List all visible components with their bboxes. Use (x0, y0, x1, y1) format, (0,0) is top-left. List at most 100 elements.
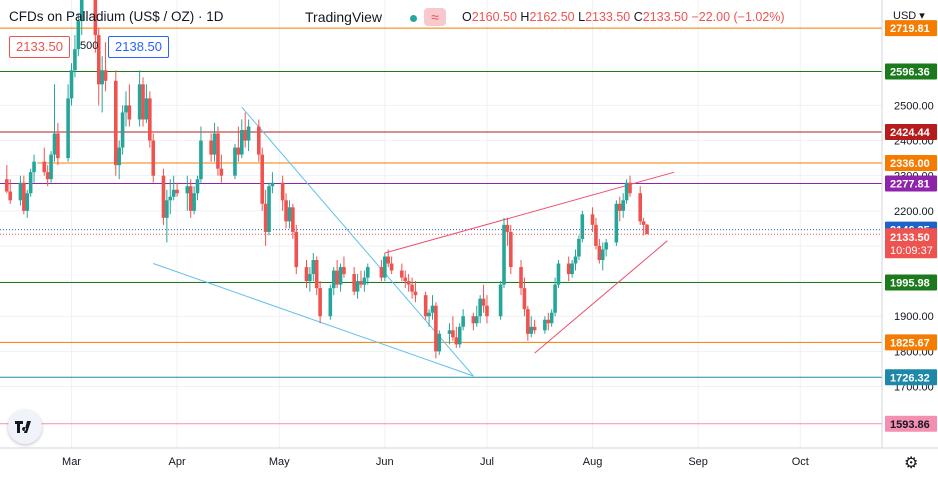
candle-body (457, 326, 462, 345)
candle-body (342, 267, 346, 275)
candle-body (260, 154, 265, 204)
candle-body (423, 295, 428, 317)
candles (5, 0, 649, 359)
buy-price-button[interactable]: 2138.50 (108, 36, 169, 58)
x-tick-label: Sep (688, 456, 708, 468)
candle-body (287, 207, 292, 222)
currency-selector[interactable]: USD ▾ (893, 10, 925, 22)
candle-body (56, 133, 60, 159)
candle-body (328, 288, 333, 317)
candle-body (239, 130, 244, 155)
candle-body (52, 133, 57, 155)
candle-body (379, 267, 384, 278)
candle-body (124, 105, 128, 113)
market-status-dot[interactable] (410, 15, 417, 22)
candle-body (331, 270, 336, 289)
level-label-bg (885, 175, 937, 192)
candle-body (532, 326, 537, 331)
candle-body (434, 305, 438, 352)
candle-body (243, 130, 247, 141)
candle-body (604, 242, 608, 250)
candle-body (383, 256, 387, 278)
candle-body (161, 175, 166, 218)
tradingview-logo-icon[interactable] (8, 410, 42, 444)
level-label: 2277.81 (890, 178, 930, 190)
candle-body (600, 249, 605, 261)
level-label-bg (885, 334, 937, 351)
candle-body (171, 189, 176, 197)
candle-body (137, 84, 142, 120)
x-tick-label: Mar (62, 456, 81, 468)
candle-body (280, 182, 285, 201)
candle-body (93, 0, 98, 36)
candle-body (185, 186, 190, 194)
candle-body (403, 277, 408, 282)
candle-body (526, 309, 530, 334)
candle-body (199, 140, 203, 180)
candle-body (553, 284, 557, 313)
candle-body (597, 245, 602, 261)
candle-body (352, 274, 356, 292)
last-price-label: 2133.50 (890, 232, 930, 244)
candle-body (76, 21, 81, 50)
candle-body (5, 179, 9, 192)
level-label: 1995.98 (890, 278, 930, 290)
candle-body (304, 267, 309, 282)
candle-body (195, 179, 200, 194)
x-tick-label: Aug (583, 456, 603, 468)
level-label-bg (885, 20, 937, 37)
candle-body (8, 191, 13, 201)
candle-body (117, 147, 121, 166)
candle-body (318, 288, 322, 317)
candle-body (79, 0, 84, 22)
candle-body (18, 182, 23, 201)
candle-body (577, 238, 581, 257)
candle-body (113, 80, 118, 166)
candle-body (549, 312, 554, 324)
candle-body (165, 200, 169, 218)
candle-body (192, 193, 196, 211)
candle-body (641, 221, 646, 225)
x-tick-label: Jun (376, 456, 394, 468)
candle-body (188, 186, 193, 211)
candle-body (478, 298, 482, 317)
candle-body (45, 172, 50, 180)
candle-body (543, 319, 547, 331)
candle-body (73, 49, 77, 71)
candle-body (311, 260, 316, 275)
candle-body (580, 214, 585, 239)
settings-gear-icon[interactable]: ⚙ (904, 455, 919, 472)
candle-body (471, 316, 476, 324)
candle-body (267, 186, 271, 232)
level-label-bg (885, 415, 937, 432)
trendline (153, 263, 474, 377)
approx-icon[interactable]: ≈ (424, 8, 446, 26)
sell-price-button[interactable]: 2133.50 (9, 36, 70, 58)
candle-body (151, 140, 156, 176)
last-price-label-bg (885, 228, 937, 259)
candle-body (454, 337, 459, 345)
candle-body (386, 256, 391, 264)
level-label: 2424.44 (890, 127, 931, 139)
candle-body (522, 288, 527, 310)
level-label-bg (885, 274, 937, 291)
level-label-bg (885, 155, 937, 172)
chart-grid (0, 0, 882, 448)
brand-name: TradingView (305, 9, 383, 25)
candle-body (144, 98, 149, 120)
candle-body (127, 105, 132, 120)
candle-body (485, 305, 489, 317)
candle-body (236, 147, 241, 155)
candle-body (546, 319, 551, 324)
candle-body (100, 70, 104, 85)
candle-body (96, 35, 101, 85)
x-tick-label: May (269, 456, 290, 468)
candle-body (365, 267, 370, 278)
trendlines (153, 106, 675, 377)
candle-body (335, 270, 339, 285)
candle-body (294, 231, 299, 268)
candle-body (362, 277, 367, 285)
y-tick-label: 1900.00 (894, 311, 934, 323)
candle-body (233, 147, 237, 176)
